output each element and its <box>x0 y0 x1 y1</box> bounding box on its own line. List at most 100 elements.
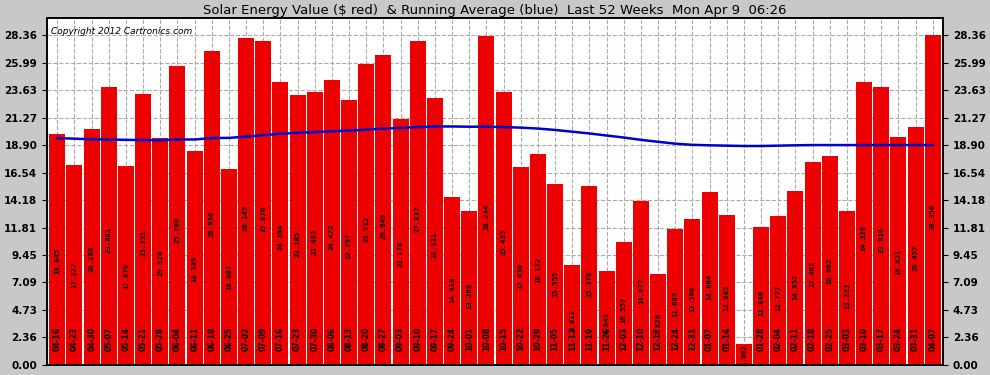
Text: 18.172: 18.172 <box>535 256 541 283</box>
Text: 03-03: 03-03 <box>842 327 851 351</box>
Text: 14.077: 14.077 <box>638 278 644 304</box>
Text: 23.435: 23.435 <box>501 229 507 255</box>
Text: 26.649: 26.649 <box>380 212 386 238</box>
Bar <box>136 93 151 365</box>
Text: 12-31: 12-31 <box>688 327 697 351</box>
Bar <box>770 216 786 365</box>
Text: 18.389: 18.389 <box>192 255 198 282</box>
Bar <box>307 92 323 365</box>
Text: 14.957: 14.957 <box>792 273 798 300</box>
Text: 10-29: 10-29 <box>534 327 543 351</box>
Bar <box>719 215 735 365</box>
Text: 15.555: 15.555 <box>552 270 558 297</box>
Bar <box>856 82 872 365</box>
Text: 23.910: 23.910 <box>878 226 884 253</box>
Text: 24.472: 24.472 <box>329 224 335 250</box>
Text: 12.560: 12.560 <box>689 286 695 312</box>
Bar <box>564 265 580 365</box>
Text: 06-11: 06-11 <box>190 327 199 351</box>
Bar <box>101 87 117 365</box>
Text: 12.777: 12.777 <box>775 285 781 311</box>
Bar <box>478 36 494 365</box>
Text: 10-01: 10-01 <box>464 327 474 351</box>
Text: 24.320: 24.320 <box>861 225 867 251</box>
Text: 19.845: 19.845 <box>54 248 60 274</box>
Text: Copyright 2012 Cartronics.com: Copyright 2012 Cartronics.com <box>51 27 193 36</box>
Title: Solar Energy Value ($ red)  & Running Average (blue)  Last 52 Weeks  Mon Apr 9  : Solar Energy Value ($ red) & Running Ave… <box>203 4 787 17</box>
Bar <box>908 127 924 365</box>
Bar <box>805 162 821 365</box>
Text: 24.364: 24.364 <box>277 224 283 251</box>
Text: 08-27: 08-27 <box>379 327 388 351</box>
Bar <box>66 165 82 365</box>
Text: 23.185: 23.185 <box>295 230 301 256</box>
Text: 18.002: 18.002 <box>827 258 833 284</box>
Text: 12-17: 12-17 <box>653 327 662 351</box>
Text: 28.244: 28.244 <box>483 204 489 230</box>
Text: 10.557: 10.557 <box>621 297 627 323</box>
Text: 09-10: 09-10 <box>413 327 423 351</box>
Bar <box>375 55 391 365</box>
Text: 20.268: 20.268 <box>89 246 95 272</box>
Text: 09-03: 09-03 <box>396 327 405 351</box>
Bar <box>496 92 512 365</box>
Bar <box>925 35 940 365</box>
Bar <box>616 242 632 365</box>
Bar <box>822 156 838 365</box>
Text: 11-19: 11-19 <box>585 327 594 351</box>
Text: 17.402: 17.402 <box>810 261 816 287</box>
Text: 08-13: 08-13 <box>345 327 353 351</box>
Bar <box>272 81 288 365</box>
Bar <box>410 41 426 365</box>
Text: 04-23: 04-23 <box>70 327 79 351</box>
Text: 05-28: 05-28 <box>155 327 164 351</box>
Text: 05-14: 05-14 <box>122 327 131 351</box>
Bar <box>445 197 460 365</box>
Text: 10-08: 10-08 <box>482 327 491 351</box>
Text: 03-31: 03-31 <box>911 327 920 351</box>
Text: 01-14: 01-14 <box>723 327 732 351</box>
Text: 03-10: 03-10 <box>859 327 868 351</box>
Text: 27.876: 27.876 <box>260 206 266 232</box>
Text: 08-20: 08-20 <box>361 327 371 351</box>
Text: 04-07: 04-07 <box>929 327 938 351</box>
Text: 03-17: 03-17 <box>877 327 886 351</box>
Text: 13.223: 13.223 <box>843 282 849 309</box>
Text: 28.356: 28.356 <box>930 203 936 229</box>
Bar <box>290 95 306 365</box>
Text: 10-22: 10-22 <box>516 327 526 351</box>
Bar <box>461 210 477 365</box>
Text: 04-30: 04-30 <box>87 327 96 351</box>
Bar <box>890 137 906 365</box>
Bar <box>84 129 100 365</box>
Bar <box>839 211 854 365</box>
Text: 17.030: 17.030 <box>518 262 524 289</box>
Bar <box>358 63 374 365</box>
Text: 03-24: 03-24 <box>894 327 903 351</box>
Text: 05-07: 05-07 <box>104 327 113 351</box>
Bar <box>513 167 529 365</box>
Bar <box>684 219 700 365</box>
Text: 25.709: 25.709 <box>174 217 180 243</box>
Bar <box>702 192 718 365</box>
Text: 14.418: 14.418 <box>449 276 455 303</box>
Text: 04-16: 04-16 <box>52 327 61 351</box>
Bar <box>239 38 254 365</box>
Text: 12-24: 12-24 <box>670 327 680 351</box>
Bar <box>753 227 769 365</box>
Text: 22.931: 22.931 <box>432 232 438 258</box>
Text: 28.145: 28.145 <box>244 204 249 231</box>
Text: 08-06: 08-06 <box>328 327 337 351</box>
Text: 09-24: 09-24 <box>447 327 456 351</box>
Text: 11.687: 11.687 <box>672 291 678 317</box>
Text: 11.840: 11.840 <box>758 290 764 316</box>
Text: 19.524: 19.524 <box>157 249 163 276</box>
Bar <box>50 134 65 365</box>
Text: 11-26: 11-26 <box>602 327 611 351</box>
Text: 02-18: 02-18 <box>808 327 817 351</box>
Bar <box>169 66 185 365</box>
Text: 01-28: 01-28 <box>756 327 765 351</box>
Bar <box>599 272 615 365</box>
Text: 7.826: 7.826 <box>655 313 661 335</box>
Text: 07-30: 07-30 <box>310 327 320 351</box>
